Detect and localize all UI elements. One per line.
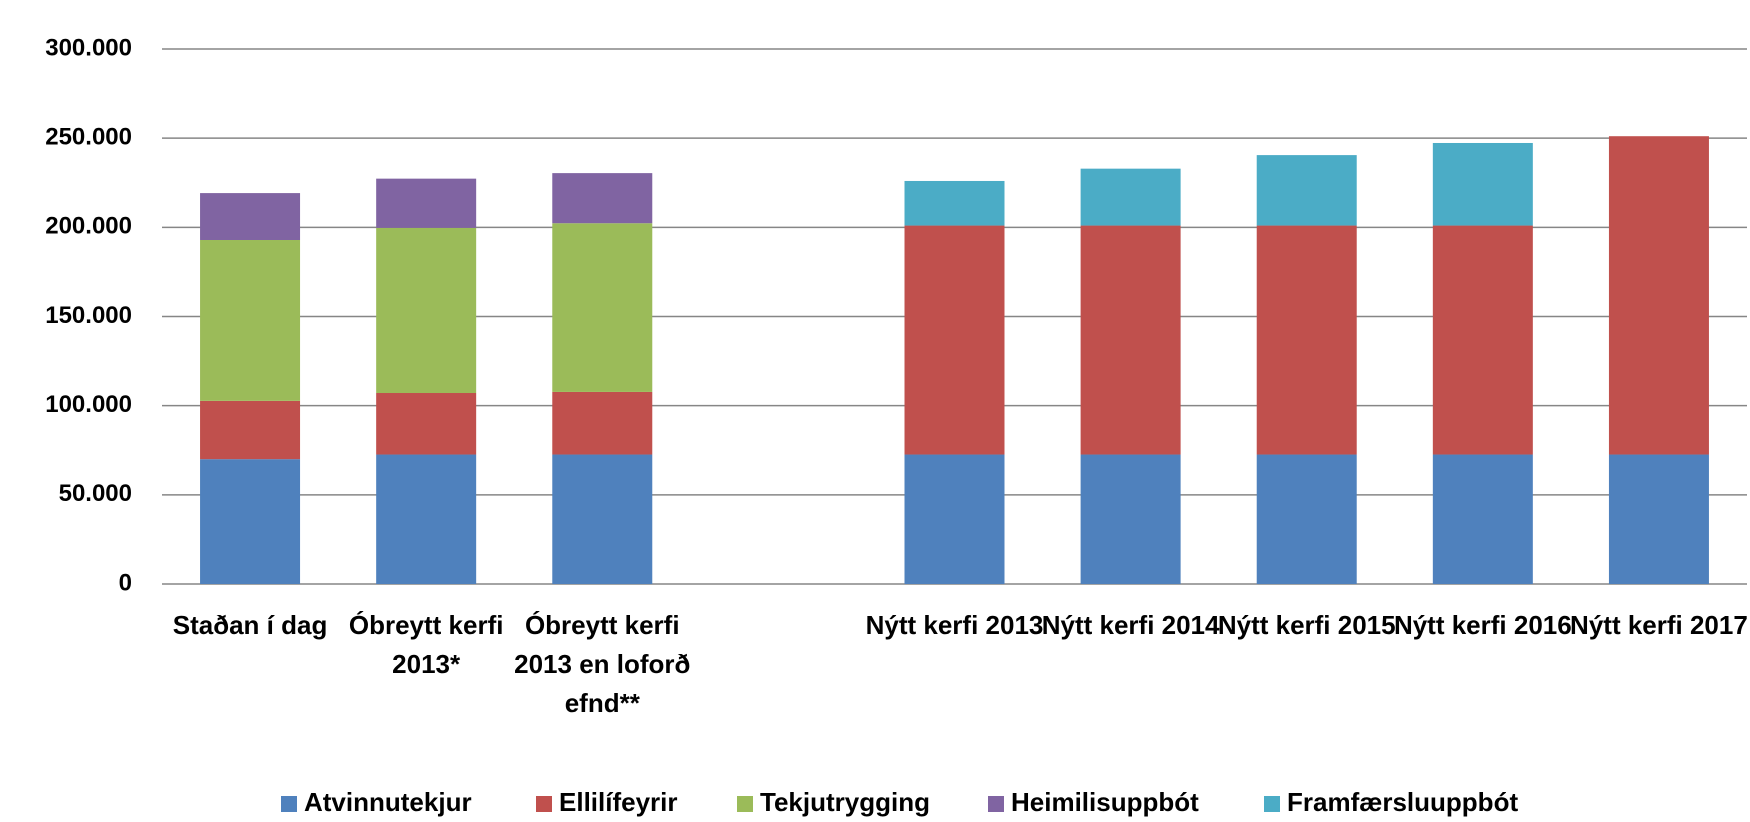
y-tick-label: 50.000 xyxy=(59,480,132,507)
bar-segment xyxy=(200,459,301,584)
y-tick-label: 250.000 xyxy=(45,124,132,151)
y-tick-label: 100.000 xyxy=(45,391,132,418)
x-tick-label: Nýtt kerfi 2017 xyxy=(1570,610,1748,640)
bar-segment xyxy=(1256,155,1357,226)
bar-segment xyxy=(200,400,301,460)
x-tick-label: Nýtt kerfi 2013 xyxy=(865,610,1044,640)
legend-label: Heimilisuppbót xyxy=(1011,787,1199,817)
bar-segment xyxy=(1432,454,1533,584)
x-tick-label: Óbreytt kerfi 2013 en loforð efnd** xyxy=(514,610,691,718)
legend-swatch xyxy=(988,796,1004,812)
legend-swatch xyxy=(281,796,297,812)
bar-segment xyxy=(376,393,477,455)
bar-segment xyxy=(552,391,653,455)
bar-segment xyxy=(1432,225,1533,455)
legend-swatch xyxy=(1264,796,1280,812)
legend-swatch xyxy=(737,796,753,812)
bar-segment xyxy=(376,454,477,584)
bar-segment xyxy=(1432,142,1533,226)
bar-segment xyxy=(552,223,653,392)
y-tick-label: 0 xyxy=(119,569,132,596)
y-tick-label: 300.000 xyxy=(45,34,132,61)
bar-segment xyxy=(200,239,301,401)
bar-segment xyxy=(1080,168,1181,226)
legend-label: Atvinnutekjur xyxy=(304,787,472,817)
bar-segment xyxy=(1608,454,1709,584)
bar-segment xyxy=(904,225,1005,455)
bar-segment xyxy=(376,178,477,228)
y-tick-label: 200.000 xyxy=(45,213,132,240)
legend-label: Ellilífeyrir xyxy=(559,787,678,817)
bar-segment xyxy=(1256,454,1357,584)
legend-label: Framfærsluuppbót xyxy=(1287,787,1518,817)
bar-segment xyxy=(1256,225,1357,455)
bar-segment xyxy=(376,227,477,394)
bar-segment xyxy=(552,173,653,224)
bar-segment xyxy=(1080,225,1181,455)
bar-segment xyxy=(904,180,1005,226)
legend-label: Tekjutrygging xyxy=(760,787,930,817)
bar-segment xyxy=(200,193,301,240)
x-tick-label: Nýtt kerfi 2015 xyxy=(1217,610,1396,640)
bar-segment xyxy=(904,454,1005,584)
bar-segment xyxy=(552,454,653,584)
x-tick-label: Nýtt kerfi 2016 xyxy=(1393,610,1572,640)
bar-segment xyxy=(1608,136,1709,455)
x-tick-label: Óbreytt kerfi 2013* xyxy=(348,610,504,679)
y-tick-label: 150.000 xyxy=(45,302,132,329)
x-tick-label: Nýtt kerfi 2014 xyxy=(1041,610,1220,640)
legend-swatch xyxy=(536,796,552,812)
x-tick-label: Staðan í dag xyxy=(172,610,328,640)
bar-segment xyxy=(1080,454,1181,584)
